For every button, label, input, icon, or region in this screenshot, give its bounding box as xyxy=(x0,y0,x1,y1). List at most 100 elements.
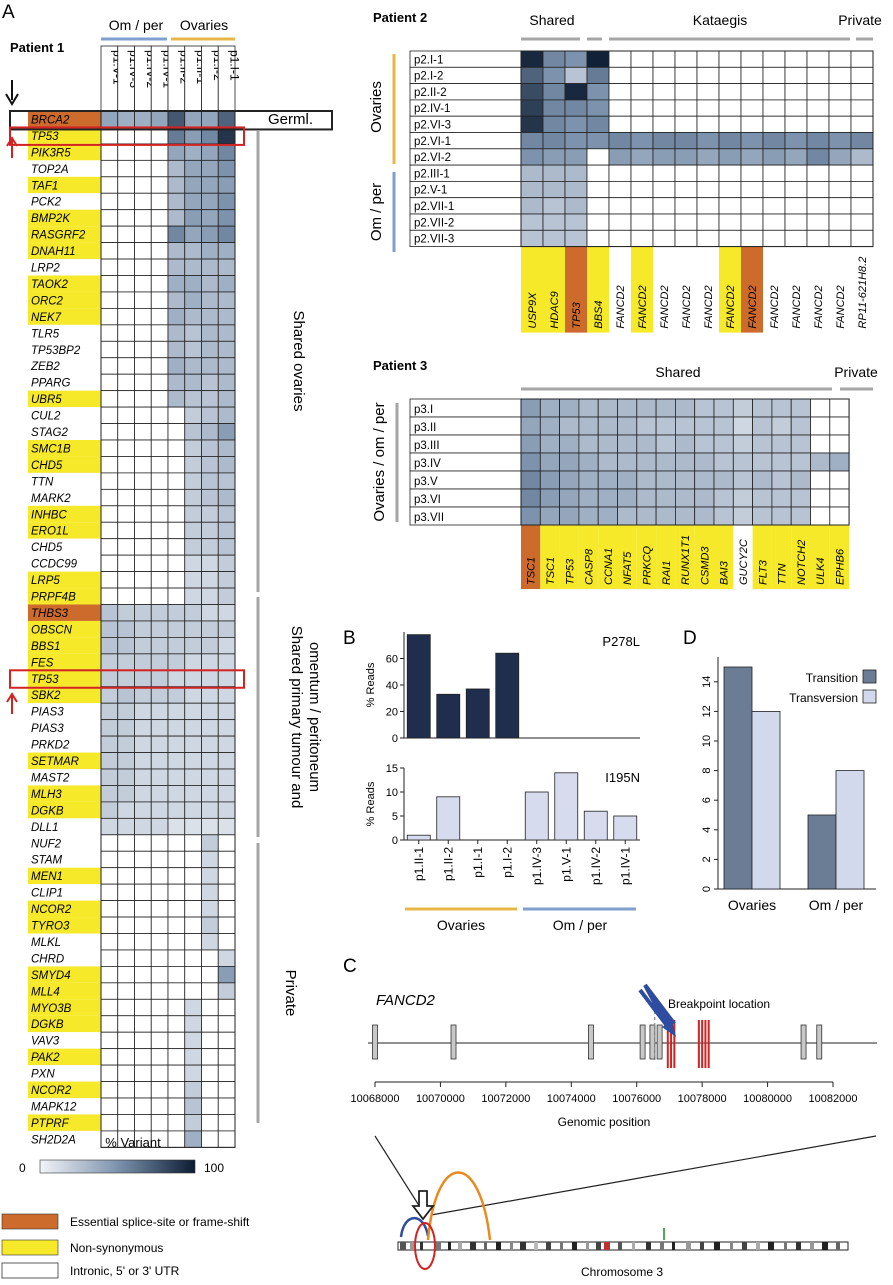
heatmap-cell xyxy=(150,637,169,655)
heatmap-cell xyxy=(184,1097,202,1115)
sample-label: p2.III-1 xyxy=(414,168,450,180)
heatmap-cell xyxy=(217,817,236,836)
gene-cell xyxy=(28,982,101,1000)
heatmap-cell xyxy=(184,143,202,161)
heatmap-cell xyxy=(100,390,119,408)
heatmap-cell xyxy=(184,554,202,573)
heatmap-cell xyxy=(674,180,698,199)
heatmap-cell xyxy=(694,416,715,436)
heatmap-cell xyxy=(520,180,544,199)
heatmap-cell xyxy=(810,506,831,526)
heatmap-cell xyxy=(696,213,720,231)
heatmap-cell xyxy=(217,933,236,951)
heatmap-cell xyxy=(608,164,632,182)
heatmap-cell xyxy=(117,752,135,770)
heatmap-cell xyxy=(652,99,676,117)
y-tick-label: 60 xyxy=(386,654,398,666)
heatmap-cell xyxy=(718,115,742,133)
gene-cell xyxy=(28,1015,101,1033)
heatmap-cell xyxy=(100,949,119,967)
heatmap-cell xyxy=(630,213,654,231)
gene-cell xyxy=(559,525,579,589)
heatmap-cell xyxy=(586,115,610,133)
heatmap-cell xyxy=(564,229,588,248)
heatmap-cell xyxy=(520,132,544,150)
sample-label: p2.V-1 xyxy=(414,185,447,197)
heatmap-cell xyxy=(762,50,786,68)
heatmap-cell xyxy=(608,197,632,215)
heatmap-cell xyxy=(201,1015,219,1033)
heatmap-cell xyxy=(100,867,119,885)
gene-cell xyxy=(28,884,101,901)
heatmap-cell xyxy=(150,900,169,918)
chromosome-band xyxy=(572,1242,577,1250)
heatmap-cell xyxy=(829,434,850,454)
gene-label: DGKB xyxy=(31,805,64,817)
heatmap-cell xyxy=(597,506,618,526)
heatmap-cell xyxy=(636,506,657,526)
heatmap-cell xyxy=(134,110,152,128)
heatmap-cell xyxy=(696,229,720,248)
heatmap-cell xyxy=(608,213,632,231)
heatmap-cell xyxy=(542,148,566,166)
heatmap-cell xyxy=(806,115,830,133)
heatmap-cell xyxy=(184,1064,202,1082)
bar xyxy=(554,772,579,841)
gene-cell xyxy=(28,357,101,375)
gene-label: SBK2 xyxy=(31,690,61,702)
heatmap-cell xyxy=(828,50,852,68)
heatmap-cell xyxy=(134,801,152,819)
heatmap-cell xyxy=(117,867,135,885)
heatmap-cell xyxy=(134,1015,152,1033)
legend-label: Transversion xyxy=(789,691,858,705)
heatmap-cell xyxy=(674,83,698,101)
heatmap-cell xyxy=(752,452,773,472)
heatmap-cell xyxy=(578,452,599,472)
heatmap-cell xyxy=(201,883,219,902)
heatmap-cell xyxy=(117,176,135,194)
sample-label: p3.V xyxy=(414,476,438,488)
heatmap-cell xyxy=(184,949,202,967)
heatmap-cell xyxy=(655,398,676,418)
tp53-highlight-box xyxy=(9,126,245,146)
heatmap-cell xyxy=(100,357,119,375)
heatmap-cell xyxy=(117,834,135,852)
heatmap-cell xyxy=(184,1015,202,1033)
heatmap-cell xyxy=(850,164,874,182)
heatmap-cell xyxy=(564,164,588,182)
red-arrow-icon xyxy=(6,692,18,714)
heatmap-cell xyxy=(184,258,202,276)
heatmap-cell xyxy=(740,164,764,182)
heatmap-cell xyxy=(117,192,135,211)
x-tick-label: p1.IV-1 xyxy=(618,847,632,885)
heatmap-cell xyxy=(201,307,219,326)
heatmap-cell xyxy=(217,406,236,424)
gene-cell xyxy=(28,275,101,292)
heatmap-cell xyxy=(134,785,152,803)
gene-cell xyxy=(785,246,807,333)
sample-label: p3.VI xyxy=(414,494,441,506)
heatmap-cell xyxy=(636,434,657,454)
heatmap-cell xyxy=(201,966,219,984)
heatmap-cell xyxy=(184,702,202,721)
gene-cell xyxy=(807,246,829,333)
gene-cell xyxy=(763,246,785,333)
heatmap-cell xyxy=(184,176,202,194)
gene-cell xyxy=(28,456,101,473)
heatmap-cell xyxy=(850,83,874,101)
heatmap-cell xyxy=(150,686,169,704)
heatmap-cell xyxy=(150,258,169,276)
heatmap-cell xyxy=(674,164,698,182)
heatmap-cell xyxy=(167,456,186,474)
heatmap-cell xyxy=(762,229,786,248)
heatmap-cell xyxy=(740,180,764,199)
gene-cell xyxy=(656,525,676,589)
gene-cell xyxy=(28,143,101,161)
heatmap-cell xyxy=(117,521,135,540)
heatmap-cell xyxy=(184,1081,202,1099)
heatmap-cell xyxy=(167,1114,186,1132)
chromosome-ideogram xyxy=(397,1241,849,1251)
heatmap-cell xyxy=(718,50,742,68)
heatmap-cell xyxy=(167,982,186,1000)
gene-label: PXN xyxy=(31,1069,55,1081)
